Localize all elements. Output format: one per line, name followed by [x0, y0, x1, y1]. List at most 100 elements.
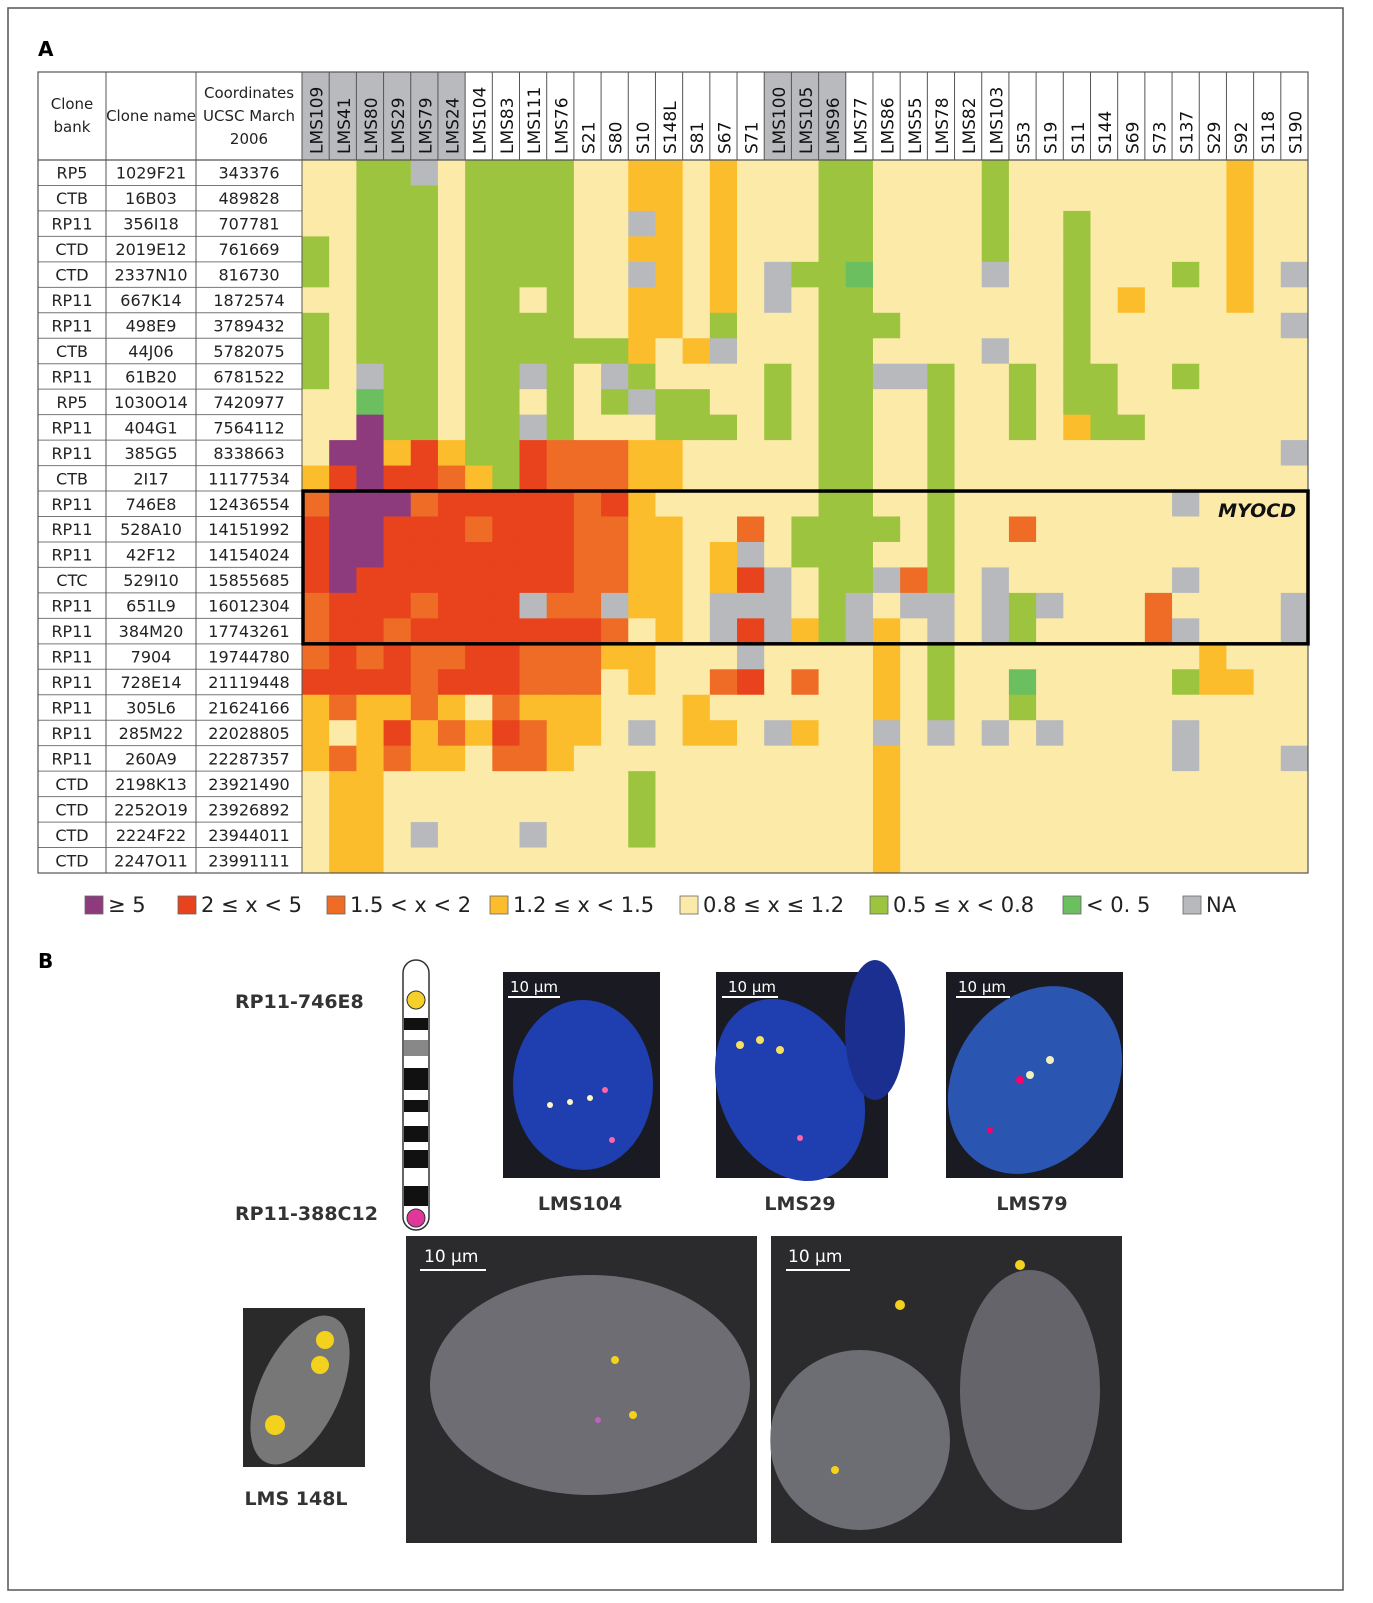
heatmap-cell [384, 822, 412, 848]
column-header: S148L [661, 101, 681, 154]
coordinate: 23921490 [208, 775, 289, 794]
heatmap-cell [1199, 415, 1227, 441]
heatmap-cell [465, 517, 493, 543]
heatmap-cell [356, 771, 384, 797]
heatmap-cell [683, 720, 711, 746]
heatmap-cell [791, 618, 819, 644]
heatmap-cell [492, 211, 520, 237]
heatmap-cell [465, 669, 493, 695]
heatmap-cell [1009, 211, 1037, 237]
heatmap-cell [900, 466, 928, 492]
coordinate: 21119448 [208, 673, 289, 692]
clone-name: 385G5 [124, 444, 177, 463]
heatmap-cell [737, 389, 765, 415]
heatmap-cell [384, 491, 412, 517]
heatmap-cell [900, 567, 928, 593]
heatmap-cell [683, 287, 711, 313]
heatmap-cell [982, 262, 1010, 288]
heatmap-cell [1063, 364, 1091, 390]
micrograph: 10 μm [912, 952, 1158, 1208]
heatmap-cell [1199, 720, 1227, 746]
heatmap-cell [465, 160, 493, 186]
heatmap-cell [492, 466, 520, 492]
heatmap-cell [955, 287, 983, 313]
heatmap-cell [438, 720, 466, 746]
clone-bank: RP11 [51, 520, 92, 539]
heatmap-cell [438, 644, 466, 670]
heatmap-cell [955, 771, 983, 797]
heatmap-cell [356, 338, 384, 364]
heatmap-cell [955, 644, 983, 670]
heatmap-cell [927, 720, 955, 746]
heatmap-cell [1145, 542, 1173, 568]
heatmap-cell [982, 618, 1010, 644]
heatmap-cell [683, 211, 711, 237]
heatmap-cell [411, 797, 439, 823]
heatmap-cell [1009, 160, 1037, 186]
heatmap-cell [955, 542, 983, 568]
heatmap-cell [710, 695, 738, 721]
heatmap-cell [520, 185, 548, 211]
heatmap-cell [900, 797, 928, 823]
heatmap-cell [1090, 415, 1118, 441]
row-header-cell: Coordinates UCSC March 2006 [196, 72, 302, 160]
heatmap-cell [1090, 211, 1118, 237]
heatmap-cell [438, 618, 466, 644]
heatmap-cell [356, 440, 384, 466]
legend-swatch [1183, 896, 1201, 914]
heatmap-cell [927, 517, 955, 543]
micrograph: 10 μm [406, 1236, 757, 1543]
heatmap-cell [955, 236, 983, 262]
heatmap-cell [1036, 848, 1064, 874]
heatmap-cell [547, 517, 575, 543]
heatmap-cell [819, 185, 847, 211]
heatmap-cell [900, 644, 928, 670]
heatmap-cell [574, 848, 602, 874]
heatmap-cell [1063, 185, 1091, 211]
heatmap-cell [1145, 644, 1173, 670]
heatmap-cell [492, 695, 520, 721]
heatmap-cell [1226, 822, 1254, 848]
heatmap-cell [710, 211, 738, 237]
heatmap-cell [492, 262, 520, 288]
heatmap-cell [329, 822, 357, 848]
heatmap-cell [737, 746, 765, 772]
heatmap-cell [628, 567, 656, 593]
coordinate: 6781522 [213, 367, 284, 386]
heatmap-cell [1254, 364, 1282, 390]
heatmap-cell [791, 669, 819, 695]
heatmap-cell [1036, 797, 1064, 823]
clone-bank: CTD [55, 775, 88, 794]
heatmap-cell [846, 542, 874, 568]
heatmap-cell [628, 669, 656, 695]
heatmap-cell [1090, 797, 1118, 823]
heatmap-cell [356, 746, 384, 772]
heatmap-cell [1226, 542, 1254, 568]
column-header: LMS77 [851, 97, 871, 154]
heatmap-cell [492, 593, 520, 619]
heatmap-cell [302, 746, 330, 772]
heatmap-cell [927, 593, 955, 619]
scale-label: 10 μm [424, 1247, 478, 1267]
heatmap-cell [1172, 313, 1200, 339]
heatmap-cell [1009, 440, 1037, 466]
heatmap-cell [655, 822, 683, 848]
column-header: LMS111 [525, 87, 545, 154]
heatmap-cell [846, 746, 874, 772]
heatmap-cell [1254, 185, 1282, 211]
heatmap-cell [1118, 211, 1146, 237]
heatmap-cell [1172, 517, 1200, 543]
heatmap-cell [547, 313, 575, 339]
heatmap-cell [356, 542, 384, 568]
heatmap-cell [465, 262, 493, 288]
scale-label: 10 μm [728, 978, 776, 996]
clone-name: 2247O11 [114, 851, 188, 870]
coordinate: 7420977 [213, 393, 284, 412]
heatmap-cell [1199, 211, 1227, 237]
heatmap-cell [1090, 338, 1118, 364]
coordinate: 343376 [218, 164, 279, 183]
heatmap-cell [302, 720, 330, 746]
heatmap-cell [764, 185, 792, 211]
heatmap-cell [1226, 236, 1254, 262]
column-header: LMS109 [308, 87, 328, 154]
